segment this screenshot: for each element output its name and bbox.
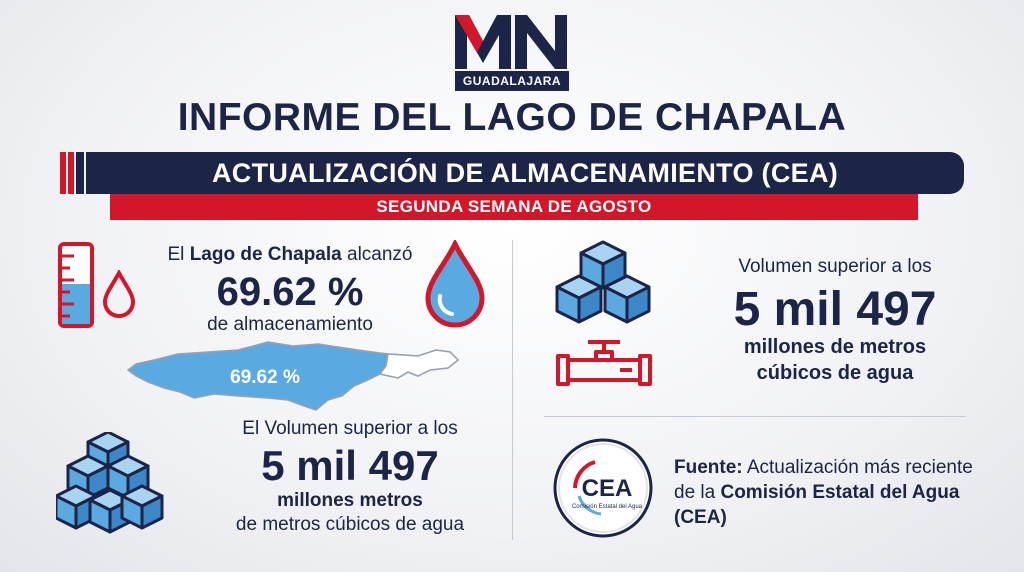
sub-banner: SEGUNDA SEMANA DE AGOSTO [110,194,918,220]
cubes-icon [555,240,651,324]
svg-text:CEA: CEA [582,475,633,502]
logo-city: GUADALAJARA [455,71,569,91]
volume-right-line4: cúbicos de agua [756,362,914,384]
svg-text:Comisión Estatal del Agua: Comisión Estatal del Agua [572,504,643,510]
page-title: INFORME DEL LAGO DE CHAPALA [177,96,847,139]
volume-left-line1: El Volumen superior a los [242,418,458,439]
volume-right-line3: millones de metros [743,336,927,358]
volume-left-value: 5 mil 497 [261,442,439,489]
vertical-divider [512,240,513,540]
lake-percent-label: 69.62 % [230,367,300,388]
volume-left-line3: millones metros [277,490,423,511]
banner-accent [60,152,84,194]
ruler-gauge-icon [58,242,94,328]
cubes-icon [56,432,164,534]
storage-line: El Lago de Chapala alcanzó [167,244,413,265]
cea-logo: CEA Comisión Estatal del Agua [553,438,653,538]
mn-logo-letters [455,15,567,69]
pipe-valve-icon [556,340,652,386]
water-drop-icon [425,240,485,328]
volume-left-line4: de metros cúbicos de agua [235,514,465,535]
lake-map [126,341,460,411]
mn-logo: GUADALAJARA [455,13,569,93]
storage-percent: 69.62 % [216,270,364,314]
drop-icon [102,270,136,318]
horizontal-divider [544,416,966,417]
volume-right-line1: Volumen superior a los [738,256,932,277]
source-text: Fuente: Actualización más reciente de la… [674,457,973,528]
storage-caption: de almacenamiento [207,314,373,335]
volume-right-value: 5 mil 497 [733,283,937,336]
section-banner: ACTUALIZACIÓN DE ALMACENAMIENTO (CEA) [86,152,964,194]
